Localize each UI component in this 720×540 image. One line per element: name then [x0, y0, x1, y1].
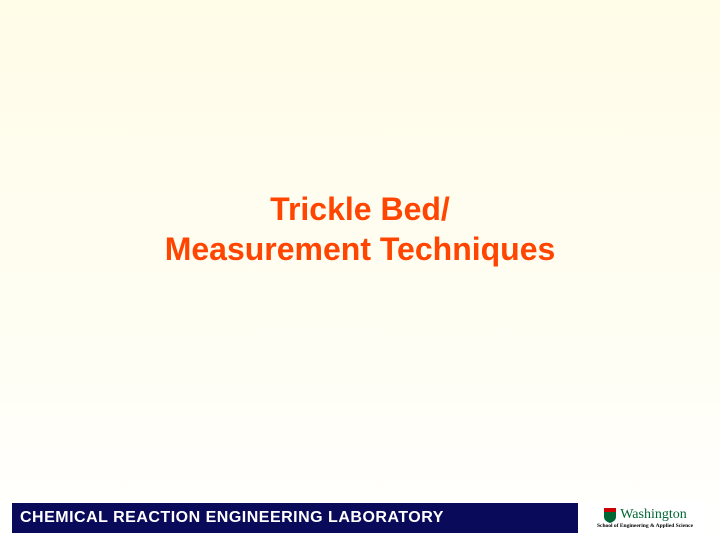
- title-line-2: Measurement Techniques: [165, 231, 556, 267]
- footer-banner: CHEMICAL REACTION ENGINEERING LABORATORY: [12, 503, 578, 533]
- university-name: Washington: [620, 507, 687, 523]
- shield-icon: [603, 507, 617, 523]
- slide-title: Trickle Bed/ Measurement Techniques: [165, 189, 556, 269]
- footer: CHEMICAL REACTION ENGINEERING LABORATORY…: [12, 503, 708, 533]
- footer-banner-text: CHEMICAL REACTION ENGINEERING LABORATORY: [20, 509, 444, 527]
- university-logo: Washington School of Engineering & Appli…: [582, 503, 708, 533]
- school-name: School of Engineering & Applied Science: [597, 523, 693, 529]
- title-line-1: Trickle Bed/: [270, 191, 450, 227]
- logo-main-row: Washington: [603, 507, 687, 523]
- slide-content: Trickle Bed/ Measurement Techniques: [0, 0, 720, 498]
